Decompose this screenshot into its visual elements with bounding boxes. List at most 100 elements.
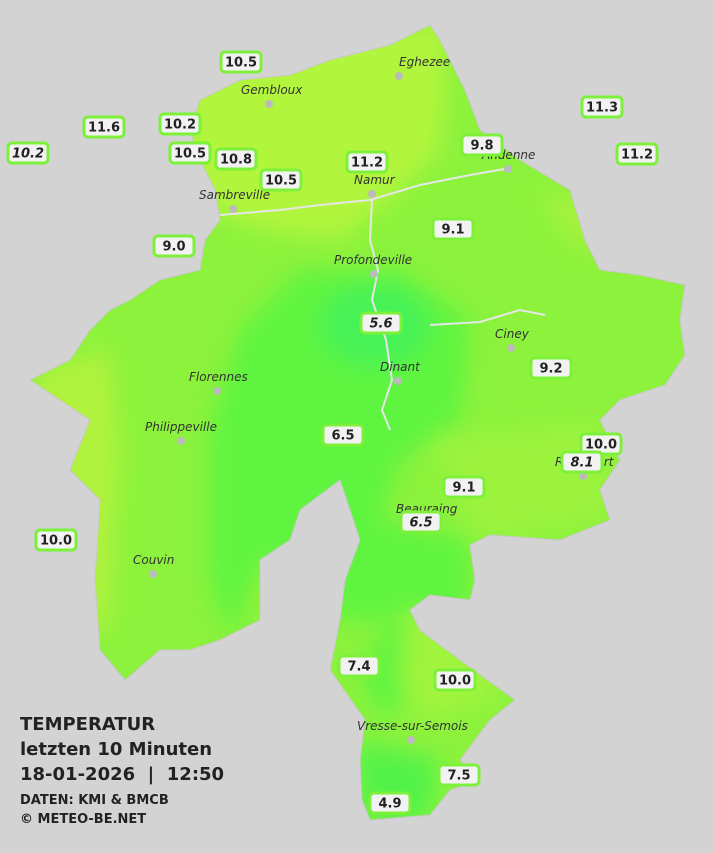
station-box	[345, 150, 389, 174]
station-value: 10.2	[164, 118, 196, 133]
station: 9.0	[152, 234, 196, 258]
title: TEMPERATUR	[20, 714, 155, 735]
station: 10.5	[259, 168, 303, 192]
station-value: 10.0	[439, 674, 471, 689]
station-value: 9.8	[470, 139, 493, 154]
station-box	[359, 311, 403, 335]
station: 9.8	[460, 133, 504, 157]
city-label: Philippeville	[145, 420, 217, 434]
station: 10.2	[6, 141, 50, 165]
station-box	[34, 528, 78, 552]
station-box	[431, 217, 475, 241]
station-value: 11.6	[88, 121, 120, 136]
station-value: 10.5	[174, 147, 206, 162]
city-dot	[395, 72, 403, 80]
station-box	[337, 654, 381, 678]
city-label: Couvin	[133, 553, 174, 567]
station-value: 10.0	[40, 534, 72, 549]
station: 10.5	[219, 50, 263, 74]
station-box	[219, 50, 263, 74]
city-dot	[407, 736, 415, 744]
station-box	[214, 147, 258, 171]
city-dot	[149, 570, 157, 578]
station-value: 6.5	[409, 516, 432, 531]
cities: EghezeeGemblouxAndenneNamurSambrevillePr…	[133, 55, 615, 744]
stations: 10.5 11.6 10.2 10.2 10.5 10.8 10.5 11.2 9.8 11.3 1…	[6, 50, 659, 815]
station-box	[368, 791, 412, 815]
city-dot	[394, 377, 402, 385]
station: 11.2	[345, 150, 389, 174]
station-value: 5.6	[369, 317, 392, 332]
station-value: 10.5	[225, 56, 257, 71]
station-box	[442, 475, 486, 499]
source: DATEN: KMI & BMCB	[20, 793, 169, 808]
station-value: 10.8	[220, 153, 252, 168]
station-box	[158, 112, 202, 136]
station-box	[529, 356, 573, 380]
station-value: 9.2	[539, 362, 562, 377]
legend-text: TEMPERATUR letzten 10 Minuten 18-01-2026…	[20, 714, 224, 827]
station: 11.6	[82, 115, 126, 139]
station-value: 7.5	[447, 769, 470, 784]
city-dot	[370, 270, 378, 278]
station-box	[615, 142, 659, 166]
station: 8.1	[560, 450, 604, 474]
city-dot	[265, 100, 273, 108]
station-value: 10.0	[585, 438, 617, 453]
station-box	[437, 763, 481, 787]
city-label: Florennes	[189, 370, 248, 384]
station-value: 6.5	[331, 429, 354, 444]
city-dot	[504, 165, 512, 173]
subtitle: letzten 10 Minuten	[20, 739, 212, 760]
station-box	[433, 668, 477, 692]
city-label: Dinant	[380, 360, 421, 374]
station-value: 11.2	[351, 156, 383, 171]
station: 10.8	[214, 147, 258, 171]
station-box	[560, 450, 604, 474]
station-box	[259, 168, 303, 192]
station-box	[168, 141, 212, 165]
station-box	[82, 115, 126, 139]
station-box	[321, 423, 365, 447]
station: 10.0	[433, 668, 477, 692]
station-value: 9.0	[162, 240, 185, 255]
station-value: 4.9	[378, 797, 401, 812]
station-value: 8.1	[570, 456, 593, 471]
station-value: 10.5	[265, 174, 297, 189]
city-label: Sambreville	[199, 188, 270, 202]
city-dot	[368, 190, 376, 198]
city-dot	[579, 472, 587, 480]
station-box	[399, 510, 443, 534]
copyright: © METEO-BE.NET	[20, 812, 146, 827]
station: 10.0	[34, 528, 78, 552]
station-box	[580, 95, 624, 119]
station: 9.2	[529, 356, 573, 380]
station-value: 11.2	[621, 148, 653, 163]
station-value: 7.4	[347, 660, 370, 675]
station-box	[460, 133, 504, 157]
station: 4.9	[368, 791, 412, 815]
station: 5.6	[359, 311, 403, 335]
city-dot	[213, 387, 221, 395]
city-label: Vresse-sur-Semois	[357, 719, 468, 733]
station: 11.2	[615, 142, 659, 166]
station-box	[152, 234, 196, 258]
station: 9.1	[442, 475, 486, 499]
city-dot	[229, 205, 237, 213]
station-box	[6, 141, 50, 165]
city-label: Eghezee	[399, 55, 450, 69]
city-dot	[507, 344, 515, 352]
city-label: Gembloux	[241, 83, 303, 97]
station: 11.3	[580, 95, 624, 119]
station: 9.1	[431, 217, 475, 241]
station-value: 9.1	[441, 223, 464, 238]
city-label: Profondeville	[334, 253, 412, 267]
station-value: 10.2	[12, 147, 44, 162]
city-label: Namur	[354, 173, 396, 187]
station: 10.5	[168, 141, 212, 165]
station: 6.5	[399, 510, 443, 534]
station: 6.5	[321, 423, 365, 447]
station: 10.2	[158, 112, 202, 136]
station-value: 11.3	[586, 101, 618, 116]
